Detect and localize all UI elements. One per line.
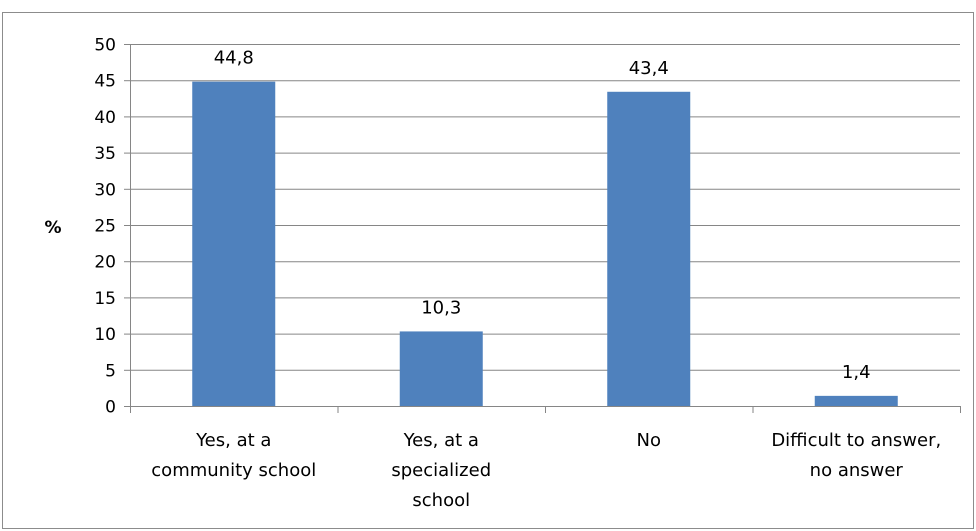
x-category-label: No: [637, 430, 661, 451]
bar: [814, 395, 898, 406]
y-tick-label: 30: [94, 180, 116, 200]
axes: [124, 44, 961, 413]
data-labels: 44,8 10,3 43,4 1,4: [214, 48, 871, 383]
y-tick-label: 25: [94, 217, 116, 237]
y-tick-label: 15: [94, 289, 116, 309]
bars: [192, 81, 898, 406]
y-tick-label: 5: [105, 361, 116, 381]
bar: [607, 91, 691, 406]
chart-frame: [2, 12, 974, 529]
x-category-label: Yes, at a community school: [151, 430, 316, 481]
category-labels: Yes, at a community school Yes, at a specia…: [151, 430, 941, 511]
y-tick-label: 0: [105, 398, 116, 418]
x-category-label: Yes, at a specialized school: [391, 430, 491, 511]
data-label: 43,4: [629, 58, 669, 79]
y-tick-label: 50: [94, 36, 116, 56]
data-label: 1,4: [842, 362, 871, 383]
y-axis-title: %: [44, 218, 61, 238]
y-tick-label: 40: [94, 108, 116, 128]
data-label: 10,3: [421, 297, 461, 318]
bar: [192, 81, 276, 406]
data-label: 44,8: [214, 48, 254, 69]
bar: [399, 331, 483, 406]
y-tick-label: 35: [94, 144, 116, 164]
y-tick-label: 45: [94, 72, 116, 92]
y-tick-label: 20: [94, 253, 116, 273]
y-tick-labels: 0 5 10 15 20 25 30 35 40 45 50: [94, 36, 116, 418]
y-tick-label: 10: [94, 325, 116, 345]
x-category-label: Difficult to answer, no answer: [771, 430, 941, 481]
